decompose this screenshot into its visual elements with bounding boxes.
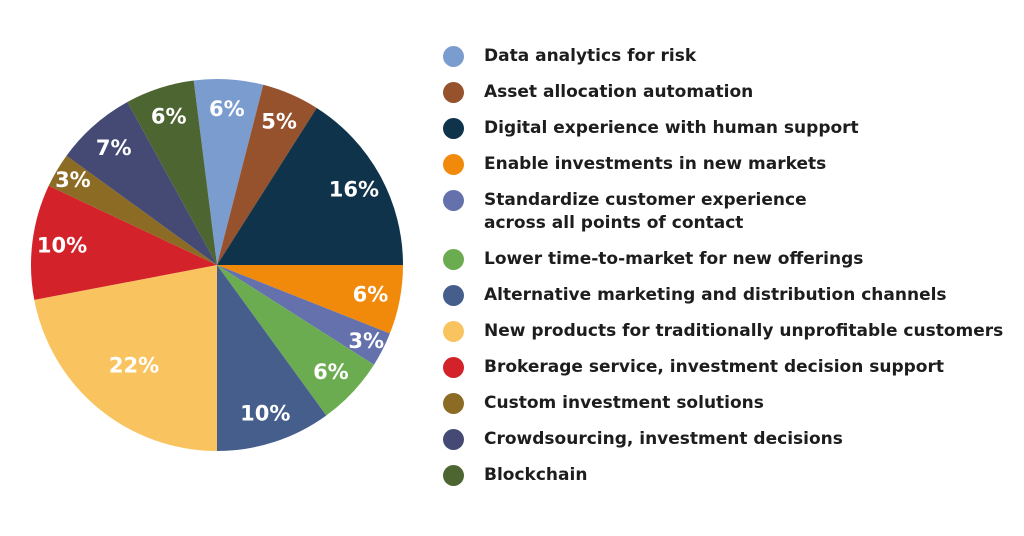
pie-slice-value: 6%	[313, 360, 349, 384]
legend-swatch-icon	[443, 249, 464, 270]
legend-swatch-icon	[443, 46, 464, 67]
pie-slice-value: 10%	[240, 402, 290, 426]
pie-slice	[217, 265, 390, 365]
legend-label: New products for traditionally unprofita…	[484, 321, 1004, 341]
legend-item: Alternative marketing and distribution c…	[443, 284, 1003, 307]
legend-item: Brokerage service, investment decision s…	[443, 356, 1003, 379]
legend-swatch-icon	[443, 190, 464, 211]
legend-label: Standardize customer experience across a…	[484, 190, 807, 233]
legend-item: Data analytics for risk	[443, 45, 1003, 68]
legend-swatch-icon	[443, 82, 464, 103]
legend-swatch-icon	[443, 429, 464, 450]
legend-item: Digital experience with human support	[443, 117, 1003, 140]
legend-label: Brokerage service, investment decision s…	[484, 357, 944, 377]
pie-slice	[217, 84, 317, 265]
pie-slice-value: 16%	[329, 178, 379, 202]
legend-label: Digital experience with human support	[484, 118, 859, 138]
legend-swatch-icon	[443, 357, 464, 378]
pie-slice	[34, 265, 217, 451]
legend-item: Enable investments in new markets	[443, 153, 1003, 176]
pie-slice	[217, 265, 403, 334]
legend-item: Standardize customer experience across a…	[443, 189, 1003, 235]
legend: Data analytics for risk Asset allocation…	[443, 45, 1003, 487]
legend-label: Blockchain	[484, 465, 588, 485]
legend-swatch-icon	[443, 118, 464, 139]
pie-slice	[217, 265, 374, 416]
pie-slice-value: 10%	[37, 233, 87, 257]
pie-slice-value: 7%	[96, 136, 132, 160]
pie-slice	[217, 108, 403, 265]
legend-label: Crowdsourcing, investment decisions	[484, 429, 843, 449]
pie-slice	[48, 155, 218, 265]
pie-slice	[193, 79, 264, 265]
pie-slice-value: 5%	[261, 110, 297, 134]
legend-item: Lower time-to-market for new offerings	[443, 248, 1003, 271]
pie-slice-value: 6%	[151, 104, 187, 128]
legend-label: Asset allocation automation	[484, 82, 754, 102]
pie-slice-value: 22%	[109, 353, 159, 377]
legend-swatch-icon	[443, 285, 464, 306]
legend-swatch-icon	[443, 154, 464, 175]
legend-swatch-icon	[443, 465, 464, 486]
pie-slice-value: 6%	[209, 97, 245, 121]
legend-item: Asset allocation automation	[443, 81, 1003, 104]
legend-label: Lower time-to-market for new offerings	[484, 249, 864, 269]
pie-chart: 6%5%16%6%3%6%10%22%10%3%7%6%	[30, 79, 403, 451]
pie-slice	[127, 80, 217, 265]
pie-slice	[66, 102, 217, 265]
pie-slice-value: 6%	[353, 282, 389, 306]
pie-slice-value: 3%	[55, 168, 91, 192]
legend-label: Data analytics for risk	[484, 46, 697, 66]
legend-label: Enable investments in new markets	[484, 154, 827, 174]
pie-slice	[30, 185, 217, 300]
legend-swatch-icon	[443, 321, 464, 342]
legend-item: Crowdsourcing, investment decisions	[443, 428, 1003, 451]
legend-label: Custom investment solutions	[484, 393, 764, 413]
legend-item: Blockchain	[443, 464, 1003, 487]
legend-item: Custom investment solutions	[443, 392, 1003, 415]
legend-swatch-icon	[443, 393, 464, 414]
pie-slice	[217, 265, 327, 451]
legend-label: Alternative marketing and distribution c…	[484, 285, 947, 305]
pie-slice-value: 3%	[348, 329, 384, 353]
legend-item: New products for traditionally unprofita…	[443, 320, 1003, 343]
